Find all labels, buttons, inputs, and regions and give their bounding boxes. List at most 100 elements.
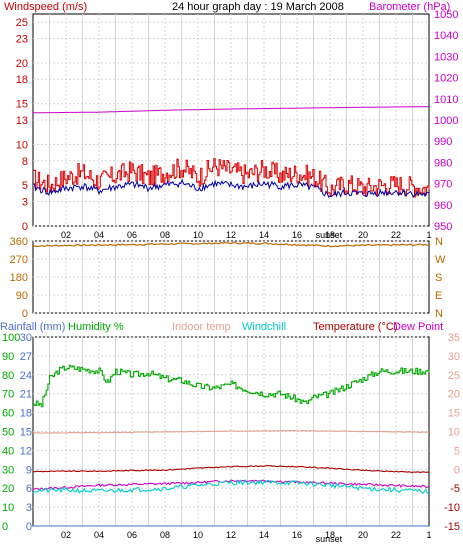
rainfall-tick: 18 (20, 408, 32, 420)
rainfall-tick: 30 (20, 332, 32, 344)
wind-pressure-panel: Windspeed (m/s) 24 hour graph day : 19 M… (4, 1, 458, 240)
temperature-tick: 25 (448, 370, 460, 382)
windspeed-tick: 3 (22, 197, 28, 209)
humidity-tick: 90 (2, 351, 14, 363)
indoor-temp-line (32, 429, 430, 434)
humidity-header: Humidity % (68, 321, 124, 333)
x-tick-label: 08 (160, 230, 170, 240)
humidity-line (33, 364, 430, 408)
x-tick-label: 18 (325, 530, 335, 540)
windspeed-tick: 5 (22, 180, 28, 192)
barometer-tick: 1030 (434, 51, 458, 63)
x-tick-label: 14 (259, 230, 269, 240)
x-tick-label: 20 (358, 230, 368, 240)
rainfall-tick: 21 (20, 389, 32, 401)
x-tick-label: 08 (160, 530, 170, 540)
humidity-tick: 100 (2, 332, 20, 344)
temp-series (32, 364, 430, 527)
compass-label: W (435, 254, 446, 266)
rainfall-tick: 24 (20, 370, 32, 382)
x-tick-label: 18 (325, 230, 335, 240)
wind-series (32, 106, 430, 199)
humidity-tick: 10 (2, 502, 14, 514)
windspeed-tick: 10 (16, 139, 28, 151)
windspeed-line (33, 158, 430, 198)
x-tick-label: 22 (391, 230, 401, 240)
windspeed-tick: 20 (16, 58, 28, 70)
x-tick-label: 06 (127, 530, 137, 540)
barometer-tick: 1000 (434, 115, 458, 127)
x-tick-label: 14 (259, 530, 269, 540)
direction-tick: 0 (22, 308, 28, 320)
rainfall-tick: 6 (26, 483, 32, 495)
windspeed-tick: 23 (16, 33, 28, 45)
barometer-tick: 1020 (434, 73, 458, 85)
x-tick-label: 06 (127, 230, 137, 240)
barometer-line (33, 106, 430, 114)
barometer-tick: 990 (434, 136, 452, 148)
gust-line (32, 178, 430, 199)
x-tick-label: 16 (292, 230, 302, 240)
temperature-tick: 10 (448, 427, 460, 439)
x-tick-label: 16 (292, 530, 302, 540)
x-tick-label: 04 (94, 230, 104, 240)
temperature-tick: 35 (448, 332, 460, 344)
x-tick-label: 12 (226, 530, 236, 540)
compass-label: E (435, 290, 442, 302)
humidity-tick: 80 (2, 370, 14, 382)
x-tick-label: 10 (193, 530, 203, 540)
humidity-tick: 50 (2, 427, 14, 439)
x-tick-label: 1 (426, 230, 431, 240)
windspeed-tick: 0 (22, 221, 28, 233)
barometer-tick: 980 (434, 157, 452, 169)
humidity-tick: 40 (2, 445, 14, 457)
x-tick-label: 04 (94, 530, 104, 540)
x-tick-label: 22 (391, 530, 401, 540)
humidity-tick: 70 (2, 389, 14, 401)
wind-direction-line (32, 241, 430, 248)
temperature-tick: 0 (454, 464, 460, 476)
x-tick-label: 02 (61, 530, 71, 540)
compass-label: N (435, 308, 443, 320)
rainfall-tick: 3 (26, 502, 32, 514)
humidity-tick: 0 (2, 521, 8, 533)
temperature-tick: 20 (448, 389, 460, 401)
windchill-line (32, 479, 430, 494)
windspeed-tick: 18 (16, 74, 28, 86)
rainfall-tick: 9 (26, 464, 32, 476)
rainfall-header: Rainfall (mm) (0, 321, 65, 333)
barometer-axis-label: Barometer (hPa) (369, 1, 450, 13)
compass-label: S (435, 272, 442, 284)
temperature-humidity-panel: Rainfall (mm) Humidity % Indoor temp Win… (0, 321, 460, 544)
barometer-tick: 1040 (434, 30, 458, 42)
barometer-tick: 1050 (434, 9, 458, 21)
windspeed-tick: 25 (16, 17, 28, 29)
temperature-tick: 5 (454, 445, 460, 457)
windspeed-tick: 8 (22, 156, 28, 168)
temperature-tick-labels: -15 -10 -5 0 5 10 15 20 25 30 35 (444, 332, 460, 533)
indoor-temp-header: Indoor temp (172, 321, 231, 333)
x-tick-label: 20 (358, 530, 368, 540)
humidity-tick: 30 (2, 464, 14, 476)
sunset-label-bottom: sunset (316, 534, 343, 544)
wind-gridlines (33, 14, 429, 227)
x-tick-label: 1 (426, 530, 431, 540)
windspeed-axis-label: Windspeed (m/s) (4, 1, 87, 13)
compass-label: N (435, 236, 443, 248)
humidity-tick: 60 (2, 408, 14, 420)
barometer-tick-labels: 950 960 970 980 990 1000 1010 1020 1030 1040 1050 (434, 9, 458, 233)
rainfall-tick: 0 (26, 521, 32, 533)
humidity-tick: 20 (2, 483, 14, 495)
windchill-header: Windchill (242, 321, 286, 333)
temp-x-tick-labels: 02 04 06 08 10 12 14 16 18 20 22 1 (61, 530, 432, 540)
page-title: 24 hour graph day : 19 March 2008 (172, 1, 344, 13)
temperature-line (32, 464, 430, 474)
direction-gridlines (33, 240, 429, 314)
direction-series (32, 241, 430, 248)
dewpoint-line (32, 479, 430, 491)
rainfall-tick: 12 (20, 445, 32, 457)
barometer-tick: 1010 (434, 94, 458, 106)
rainfall-tick: 27 (20, 351, 32, 363)
